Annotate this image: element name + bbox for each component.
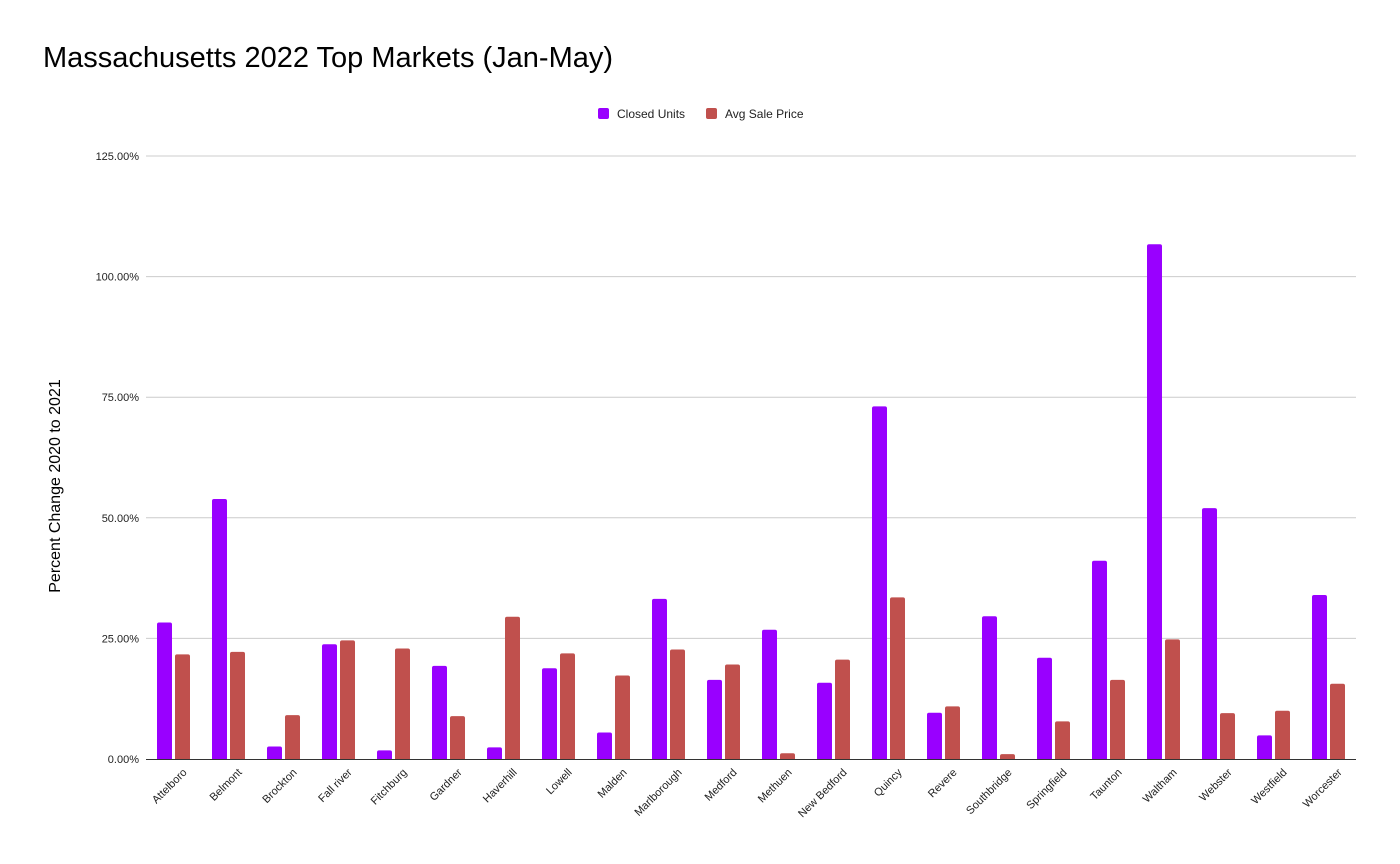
bar-avg-sale-price bbox=[450, 716, 465, 759]
bar-closed-units bbox=[542, 668, 557, 759]
legend-label: Avg Sale Price bbox=[725, 107, 804, 121]
legend-label: Closed Units bbox=[617, 107, 685, 121]
x-tick-label: Springfield bbox=[1024, 767, 1069, 812]
bar-avg-sale-price bbox=[1165, 639, 1180, 759]
x-tick-label: Fitchburg bbox=[369, 767, 410, 808]
bars bbox=[157, 244, 1345, 760]
x-tick-label: Marlborough bbox=[632, 767, 684, 819]
bar-closed-units bbox=[927, 712, 942, 759]
y-tick-label: 50.00% bbox=[102, 513, 140, 525]
x-tick-label: Malden bbox=[596, 767, 630, 801]
bar-closed-units bbox=[322, 644, 337, 759]
bar-closed-units bbox=[707, 679, 722, 759]
x-tick-label: Revere bbox=[926, 767, 960, 801]
x-tick-label: Southbridge bbox=[964, 767, 1014, 817]
bar-avg-sale-price bbox=[1330, 683, 1345, 759]
x-tick-label: Quincy bbox=[872, 766, 905, 799]
y-tick-label: 100.00% bbox=[96, 272, 140, 284]
y-tick-label: 125.00% bbox=[96, 151, 140, 163]
bar-closed-units bbox=[1092, 560, 1107, 759]
x-tick-label: Worcester bbox=[1301, 766, 1345, 810]
bar-avg-sale-price bbox=[175, 654, 190, 759]
x-tick-label: Webster bbox=[1197, 766, 1235, 804]
bar-avg-sale-price bbox=[780, 753, 795, 759]
bar-closed-units bbox=[1202, 508, 1217, 759]
x-tick-label: Haverhill bbox=[481, 767, 520, 806]
x-tick-label: Taunton bbox=[1088, 767, 1124, 803]
bar-avg-sale-price bbox=[1275, 710, 1290, 759]
bar-closed-units bbox=[487, 747, 502, 759]
bar-closed-units bbox=[1257, 735, 1272, 759]
bar-avg-sale-price bbox=[945, 706, 960, 759]
bar-closed-units bbox=[872, 406, 887, 759]
bar-closed-units bbox=[1037, 657, 1052, 759]
bar-avg-sale-price bbox=[230, 651, 245, 759]
bar-avg-sale-price bbox=[1220, 713, 1235, 759]
bar-closed-units bbox=[1312, 594, 1327, 759]
bar-closed-units bbox=[762, 629, 777, 759]
bar-closed-units bbox=[157, 622, 172, 759]
y-tick-label: 0.00% bbox=[108, 754, 139, 766]
bar-closed-units bbox=[982, 616, 997, 759]
bar-closed-units bbox=[212, 498, 227, 759]
x-tick-label: Attelboro bbox=[150, 767, 190, 807]
y-axis-label: Percent Change 2020 to 2021 bbox=[47, 379, 64, 593]
bar-avg-sale-price bbox=[340, 640, 355, 759]
x-tick-label: Medford bbox=[703, 767, 740, 804]
bar-closed-units bbox=[1147, 244, 1162, 760]
bar-avg-sale-price bbox=[560, 653, 575, 759]
bar-closed-units bbox=[597, 732, 612, 759]
x-tick-label: Lowell bbox=[544, 767, 575, 798]
bar-closed-units bbox=[432, 665, 447, 759]
x-tick-label: Fall river bbox=[316, 766, 355, 805]
gridlines bbox=[146, 155, 1356, 639]
x-tick-label: Westfield bbox=[1249, 767, 1289, 807]
bar-avg-sale-price bbox=[1110, 679, 1125, 759]
bar-closed-units bbox=[267, 746, 282, 759]
bar-avg-sale-price bbox=[505, 616, 520, 759]
x-tick-label: Brockton bbox=[260, 767, 299, 806]
x-tick-label: New Bedford bbox=[796, 767, 849, 820]
bar-avg-sale-price bbox=[670, 649, 685, 759]
legend-swatch bbox=[706, 108, 717, 119]
y-tick-label: 75.00% bbox=[102, 392, 140, 404]
x-tick-label: Belmont bbox=[208, 767, 245, 804]
x-tick-label: Gardner bbox=[428, 766, 465, 803]
bar-closed-units bbox=[652, 598, 667, 759]
bar-avg-sale-price bbox=[890, 597, 905, 759]
chart-title: Massachusetts 2022 Top Markets (Jan-May) bbox=[43, 42, 614, 74]
legend-swatch bbox=[598, 108, 609, 119]
y-tick-label: 25.00% bbox=[102, 633, 140, 645]
bar-avg-sale-price bbox=[1055, 721, 1070, 759]
bar-avg-sale-price bbox=[835, 659, 850, 759]
y-axis-ticks: 0.00% 25.00% 50.00% 75.00% 100.00% 125.00% bbox=[96, 151, 140, 766]
x-tick-label: Waltham bbox=[1141, 767, 1180, 806]
x-tick-label: Methuen bbox=[756, 767, 795, 806]
bar-avg-sale-price bbox=[395, 648, 410, 759]
x-axis-ticks: Attelboro Belmont Brockton Fall river Fitchb… bbox=[150, 766, 1345, 820]
bar-avg-sale-price bbox=[725, 664, 740, 759]
legend: Closed Units Avg Sale Price bbox=[598, 107, 804, 121]
bar-avg-sale-price bbox=[285, 715, 300, 759]
bar-avg-sale-price bbox=[615, 675, 630, 759]
bar-avg-sale-price bbox=[1000, 754, 1015, 759]
bar-closed-units bbox=[377, 750, 392, 759]
bar-closed-units bbox=[817, 682, 832, 759]
